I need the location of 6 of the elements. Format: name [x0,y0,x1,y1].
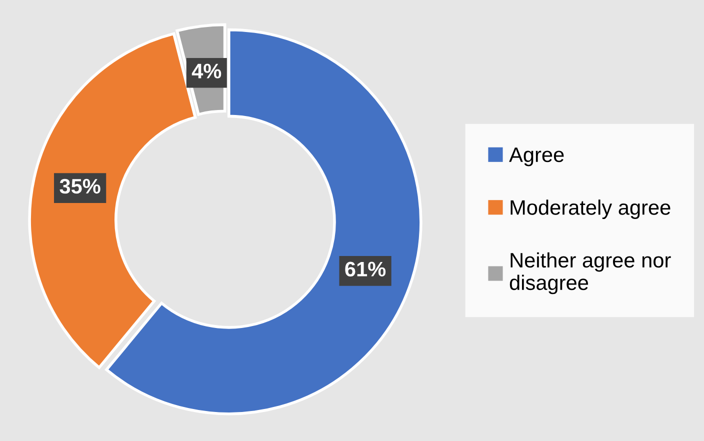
legend-label: Agree [509,148,564,166]
data-label: 4% [192,64,222,78]
data-label: 35% [60,178,100,194]
legend-label: Moderately agree [510,200,670,219]
data-label: 61% [345,262,386,276]
legend-label: Neither agree nor disagree [510,252,671,294]
